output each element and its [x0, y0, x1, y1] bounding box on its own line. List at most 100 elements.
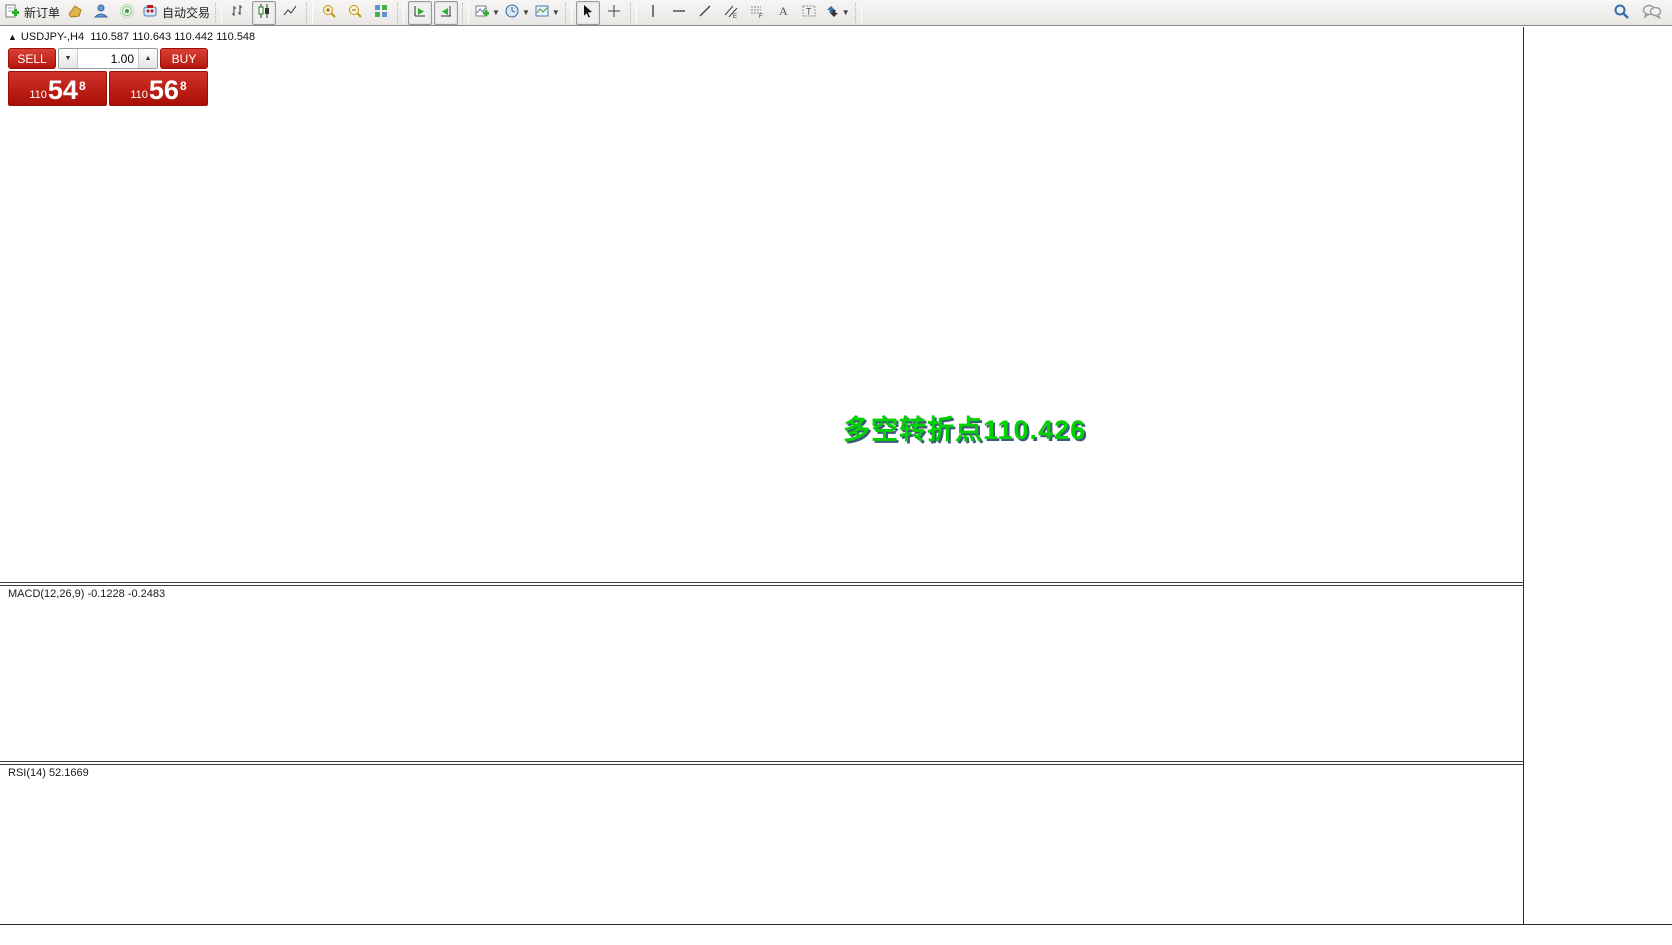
horizontal-line-icon — [671, 3, 687, 22]
equidistant-channel-button[interactable]: E — [719, 1, 743, 25]
zoom-in-icon — [321, 3, 337, 22]
new-order-label: 新订单 — [24, 6, 61, 20]
svg-text:T: T — [806, 7, 812, 17]
volume-input[interactable] — [78, 49, 138, 68]
autotrading-label: 自动交易 — [162, 6, 211, 20]
rsi-pane[interactable] — [0, 764, 1523, 923]
pane-separator[interactable] — [0, 582, 1524, 586]
tile-windows-icon — [373, 3, 389, 22]
volume-stepper: ▼ ▲ — [58, 48, 158, 69]
profiles-icon — [93, 3, 109, 22]
toolbar-separator — [854, 2, 862, 23]
auto-scroll-button[interactable] — [408, 0, 433, 25]
chat-icon[interactable] — [1642, 3, 1662, 22]
buy-price-prefix: 110 — [130, 89, 148, 101]
buy-price-sup: 8 — [179, 79, 187, 93]
line-chart-button[interactable] — [278, 1, 302, 25]
signals-button[interactable] — [115, 1, 139, 25]
crosshair-button[interactable] — [602, 1, 626, 25]
price-axis-border — [1523, 27, 1524, 924]
search-icon[interactable] — [1613, 3, 1630, 23]
crosshair-icon — [606, 3, 622, 22]
chart-info: ▲ USDJPY-,H4 110.587 110.643 110.442 110.… — [8, 31, 255, 43]
periods-button[interactable]: ▼ — [503, 1, 531, 25]
horizontal-line-button[interactable] — [667, 1, 691, 25]
chart-shift-button[interactable] — [434, 0, 459, 25]
trendline-button[interactable] — [693, 1, 717, 25]
chart-window: ▲ USDJPY-,H4 110.587 110.643 110.442 110.… — [0, 27, 1672, 944]
toolbar-separator — [215, 2, 223, 23]
sell-button[interactable]: SELL — [8, 48, 56, 69]
arrows-button[interactable]: ▼ — [823, 1, 851, 25]
pane-separator[interactable] — [0, 761, 1524, 765]
profiles-button[interactable] — [89, 1, 113, 25]
line-chart-icon — [282, 3, 298, 22]
dropdown-caret-icon: ▼ — [492, 8, 500, 17]
new-chart-icon — [67, 3, 83, 22]
autotrading-button[interactable]: 自动交易 — [141, 1, 211, 25]
chart-shift-icon — [438, 3, 454, 22]
volume-decrease-button[interactable]: ▼ — [59, 49, 78, 68]
price-chart[interactable] — [0, 27, 1523, 582]
text-button[interactable]: A — [771, 1, 795, 25]
trendline-icon — [697, 3, 713, 22]
candlestick-chart-icon — [256, 3, 272, 22]
svg-text:F: F — [759, 14, 763, 19]
fibonacci-button[interactable]: F — [745, 1, 769, 25]
svg-text:E: E — [733, 14, 737, 19]
toolbar-separator — [629, 2, 637, 23]
price-axis[interactable] — [1524, 27, 1672, 924]
toolbar-right-icons — [1613, 3, 1662, 23]
toolbar-separator — [462, 2, 470, 23]
buy-button[interactable]: BUY — [160, 48, 208, 69]
dropdown-caret-icon: ▼ — [841, 8, 850, 17]
buy-price-big: 56 — [148, 75, 179, 105]
rsi-label: RSI(14) 52.1669 — [8, 767, 89, 779]
sell-price-prefix: 110 — [29, 89, 47, 101]
indicators-button[interactable]: ▼ — [473, 1, 501, 25]
toolbar-standard-group: 新订单 自动交易 — [2, 1, 212, 25]
bar-chart-button[interactable] — [226, 1, 250, 25]
drawing-tools-group: E F A T ▼ — [575, 0, 852, 25]
ohlc-values: 110.587 110.643 110.442 110.548 — [90, 31, 256, 43]
symbol-period-label: USDJPY-,H4 — [20, 31, 85, 43]
bar-chart-icon — [230, 3, 246, 22]
text-icon: A — [775, 3, 791, 22]
indicator-group: ▼ ▼ ▼ — [472, 1, 562, 25]
dropdown-caret-icon: ▼ — [521, 8, 530, 17]
templates-button[interactable]: ▼ — [533, 1, 561, 25]
zoom-in-button[interactable] — [317, 1, 341, 25]
vertical-line-button[interactable] — [641, 1, 665, 25]
toolbar-separator — [397, 2, 405, 23]
volume-increase-button[interactable]: ▲ — [138, 49, 157, 68]
new-chart-button[interactable] — [63, 1, 87, 25]
autotrading-icon — [142, 3, 158, 22]
candlestick-chart-button[interactable] — [252, 0, 277, 25]
scroll-group — [407, 0, 459, 25]
toolbar: 新订单 自动交易 — [0, 0, 1672, 26]
time-axis[interactable] — [0, 924, 1672, 945]
cursor-icon — [580, 3, 596, 22]
templates-icon — [534, 3, 550, 22]
chart-annotation: 多空转折点110.426 — [843, 415, 1087, 445]
zoom-out-button[interactable] — [343, 1, 367, 25]
text-label-button[interactable]: T — [797, 1, 821, 25]
macd-pane[interactable] — [0, 585, 1523, 761]
toolbar-separator — [564, 2, 572, 23]
tile-windows-button[interactable] — [369, 1, 393, 25]
equidistant-channel-icon: E — [723, 3, 739, 22]
new-order-icon — [4, 3, 20, 22]
symbol-arrow-icon: ▲ — [8, 32, 17, 42]
sell-price-sup: 8 — [78, 79, 86, 93]
dropdown-caret-icon: ▼ — [551, 8, 560, 17]
auto-scroll-icon — [412, 3, 428, 22]
cursor-button[interactable] — [575, 0, 600, 25]
toolbar-separator — [306, 2, 314, 23]
text-label-icon: T — [801, 3, 817, 22]
macd-label: MACD(12,26,9) -0.1228 -0.2483 — [8, 588, 166, 600]
vertical-line-icon — [645, 3, 661, 22]
zoom-group — [316, 1, 394, 25]
new-order-button[interactable]: 新订单 — [3, 1, 61, 25]
zoom-out-icon — [347, 3, 363, 22]
